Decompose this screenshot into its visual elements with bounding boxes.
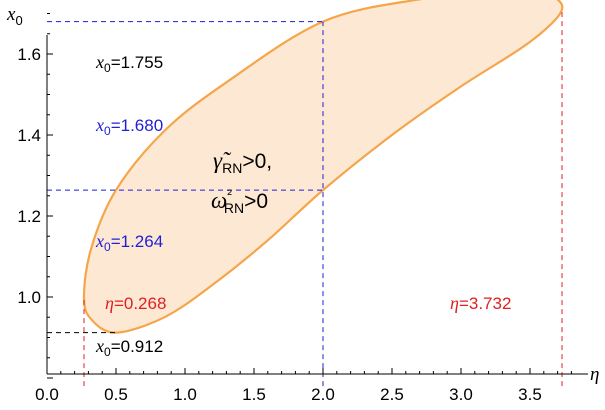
y-tick-label: 1.4 <box>17 126 41 145</box>
reference-line-label-6: η=3.732 <box>450 293 511 313</box>
reference-line-label-1: x0=1.680 <box>95 115 163 138</box>
x-tick-label: 0.0 <box>35 385 59 404</box>
x-tick-label: 3.5 <box>518 385 542 404</box>
y-tick-label: 1.2 <box>17 207 41 226</box>
x-axis-title: η <box>590 364 599 385</box>
reference-line-label-3: x0=0.912 <box>95 336 163 359</box>
y-tick-label: 1.6 <box>17 45 41 64</box>
x-tick-label: 1.5 <box>242 385 266 404</box>
x-tick-label: 3.0 <box>449 385 473 404</box>
y-axis-title: x0 <box>6 4 23 28</box>
x-tick-label: 2.5 <box>380 385 404 404</box>
x-tick-label: 1.0 <box>173 385 197 404</box>
y-tick-label: 1.0 <box>17 288 41 307</box>
region-label-line2: ω² RN>0 <box>211 186 268 216</box>
reference-line-label-0: x0=1.755 <box>95 52 163 75</box>
reference-line-label-2: x0=1.264 <box>95 231 163 254</box>
region-label-line1: γ̃RN>0, <box>213 148 272 176</box>
x-tick-label: 2.0 <box>311 385 335 404</box>
reference-line-label-5: η=0.268 <box>105 293 166 313</box>
x-tick-label: 0.5 <box>104 385 128 404</box>
